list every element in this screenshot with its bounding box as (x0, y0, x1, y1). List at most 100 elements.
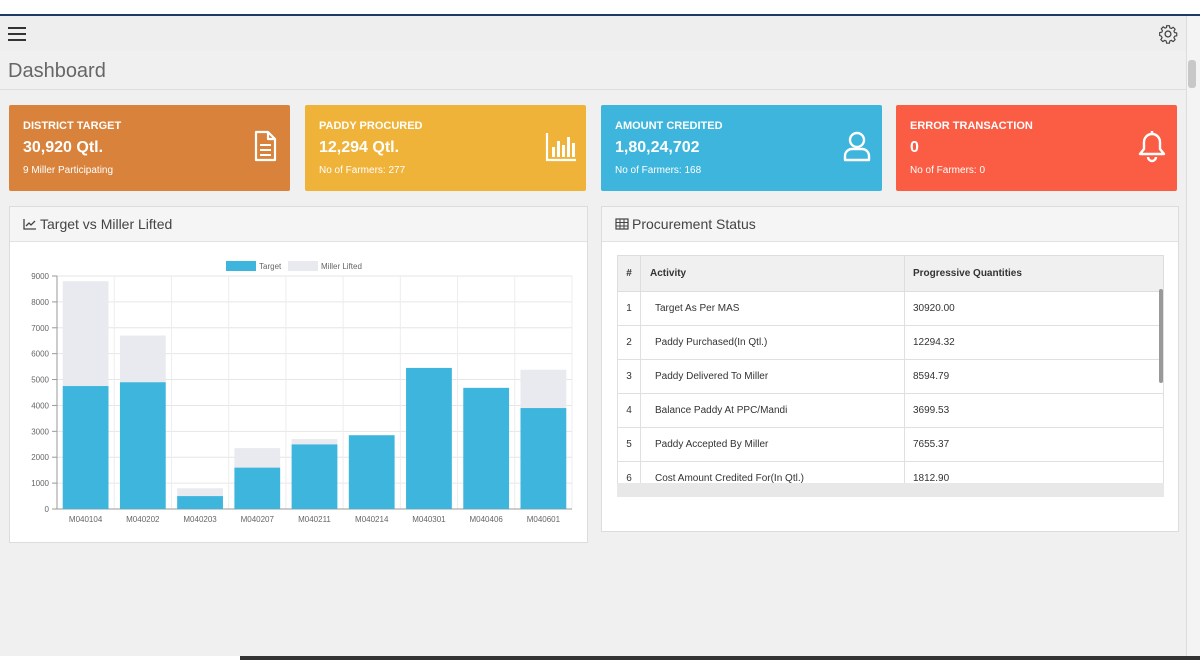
x-tick-label: M040406 (469, 515, 503, 524)
y-tick-label: 0 (45, 505, 50, 514)
row-activity: Target As Per MAS (640, 291, 905, 326)
table-row: 3 Paddy Delivered To Miller 8594.79 (617, 359, 1164, 394)
bar-target (62, 386, 109, 509)
error-transaction-card: ERROR TRANSACTION 0 No of Farmers: 0 (896, 105, 1177, 191)
x-tick-label: M040211 (298, 515, 331, 524)
table-scrollbar[interactable] (1159, 289, 1163, 383)
title-divider (0, 89, 1186, 90)
header-number: # (617, 255, 641, 292)
panel-header: Procurement Status (602, 207, 1178, 242)
x-tick-label: M040203 (183, 515, 217, 524)
row-activity: Balance Paddy At PPC/Mandi (640, 393, 905, 428)
legend-swatch (288, 261, 318, 271)
x-tick-label: M040301 (412, 515, 446, 524)
bar-miller-lifted (177, 488, 223, 497)
y-tick-label: 2000 (31, 453, 49, 462)
bell-icon (1138, 131, 1166, 163)
card-value: 0 (910, 139, 919, 156)
table-row: 4 Balance Paddy At PPC/Mandi 3699.53 (617, 393, 1164, 428)
window-top-border (0, 0, 1200, 16)
row-number: 1 (617, 291, 641, 326)
y-tick-label: 7000 (31, 324, 49, 333)
row-number: 5 (617, 427, 641, 462)
card-label: PADDY PROCURED (319, 120, 423, 132)
window-bottom-bar (0, 656, 1200, 660)
table-next-row-cutoff (617, 483, 1164, 497)
bar-miller-lifted (234, 448, 281, 468)
row-quantity: 8594.79 (904, 359, 1164, 394)
card-label: AMOUNT CREDITED (615, 120, 723, 132)
y-tick-label: 5000 (31, 376, 49, 385)
bar-miller-lifted (119, 335, 166, 383)
x-tick-label: M040601 (527, 515, 561, 524)
card-label: DISTRICT TARGET (23, 120, 122, 132)
bar-miller-lifted (291, 439, 338, 445)
district-target-card: DISTRICT TARGET 30,920 Qtl. 9 Miller Par… (9, 105, 290, 191)
table-header-row: # Activity Progressive Quantities (617, 255, 1164, 292)
legend-label: Miller Lifted (321, 262, 362, 271)
document-icon (254, 130, 277, 162)
row-quantity: 3699.53 (904, 393, 1164, 428)
amount-credited-card: AMOUNT CREDITED 1,80,24,702 No of Farmer… (601, 105, 882, 191)
panel-title: Target vs Miller Lifted (40, 216, 173, 232)
bar-target (119, 382, 166, 509)
bar-miller-lifted (62, 281, 109, 387)
x-tick-label: M040202 (126, 515, 160, 524)
top-navbar (0, 16, 1186, 51)
y-tick-label: 4000 (31, 401, 49, 410)
y-tick-label: 3000 (31, 427, 49, 436)
row-activity: Paddy Purchased(In Qtl.) (640, 325, 905, 360)
card-subtext: 9 Miller Participating (23, 165, 114, 176)
stacked-bar-chart: 0 1000 2000 3000 4000 5000 6000 7000 8000 9000 M04… (31, 261, 573, 524)
gear-icon[interactable] (1158, 24, 1178, 44)
line-chart-icon (23, 219, 36, 230)
row-activity: Paddy Accepted By Miller (640, 427, 905, 462)
bar-chart-icon (545, 133, 576, 162)
bar-target (291, 444, 338, 509)
user-icon (843, 131, 871, 162)
panel-header: Target vs Miller Lifted (10, 207, 587, 242)
paddy-procured-card: PADDY PROCURED 12,294 Qtl. No of Farmers… (305, 105, 586, 191)
table-row: 1 Target As Per MAS 30920.00 (617, 291, 1164, 326)
row-activity: Paddy Delivered To Miller (640, 359, 905, 394)
procurement-table: # Activity Progressive Quantities 1 Targe… (617, 255, 1164, 496)
legend-label: Target (259, 262, 282, 271)
procurement-status-panel: Procurement Status # Activity Progressiv… (601, 206, 1179, 532)
card-subtext: No of Farmers: 168 (615, 165, 702, 176)
target-vs-miller-panel: Target vs Miller Lifted 0 1000 2000 3000 400… (9, 206, 588, 543)
table-row: 5 Paddy Accepted By Miller 7655.37 (617, 427, 1164, 462)
x-tick-label: M040104 (69, 515, 103, 524)
row-number: 3 (617, 359, 641, 394)
bar-target (463, 387, 510, 509)
page-scrollbar-thumb[interactable] (1188, 60, 1196, 88)
header-activity: Activity (640, 255, 905, 292)
y-tick-label: 6000 (31, 350, 49, 359)
row-quantity: 12294.32 (904, 325, 1164, 360)
card-subtext: No of Farmers: 0 (910, 165, 986, 176)
bar-miller-lifted (520, 369, 567, 409)
row-number: 2 (617, 325, 641, 360)
bar-target (348, 435, 395, 509)
x-tick-label: M040214 (355, 515, 389, 524)
header-progressive-quantities: Progressive Quantities (904, 255, 1164, 292)
card-value: 30,920 Qtl. (23, 139, 104, 156)
y-tick-label: 8000 (31, 298, 49, 307)
table-icon (615, 218, 629, 230)
card-subtext: No of Farmers: 277 (319, 165, 406, 176)
bar-target (406, 367, 452, 509)
hamburger-menu-icon[interactable] (8, 27, 26, 41)
page-title: Dashboard (8, 60, 106, 82)
bar-target (234, 467, 281, 509)
row-quantity: 30920.00 (904, 291, 1164, 326)
card-label: ERROR TRANSACTION (910, 120, 1033, 132)
y-tick-label: 1000 (31, 479, 49, 488)
x-tick-label: M040207 (241, 515, 275, 524)
row-number: 4 (617, 393, 641, 428)
y-tick-label: 9000 (31, 272, 49, 281)
legend-swatch (226, 261, 256, 271)
bar-target (177, 496, 223, 509)
card-value: 1,80,24,702 (615, 139, 700, 156)
page-scrollbar[interactable] (1186, 16, 1200, 656)
panel-title: Procurement Status (632, 216, 756, 232)
bar-target (520, 408, 567, 509)
